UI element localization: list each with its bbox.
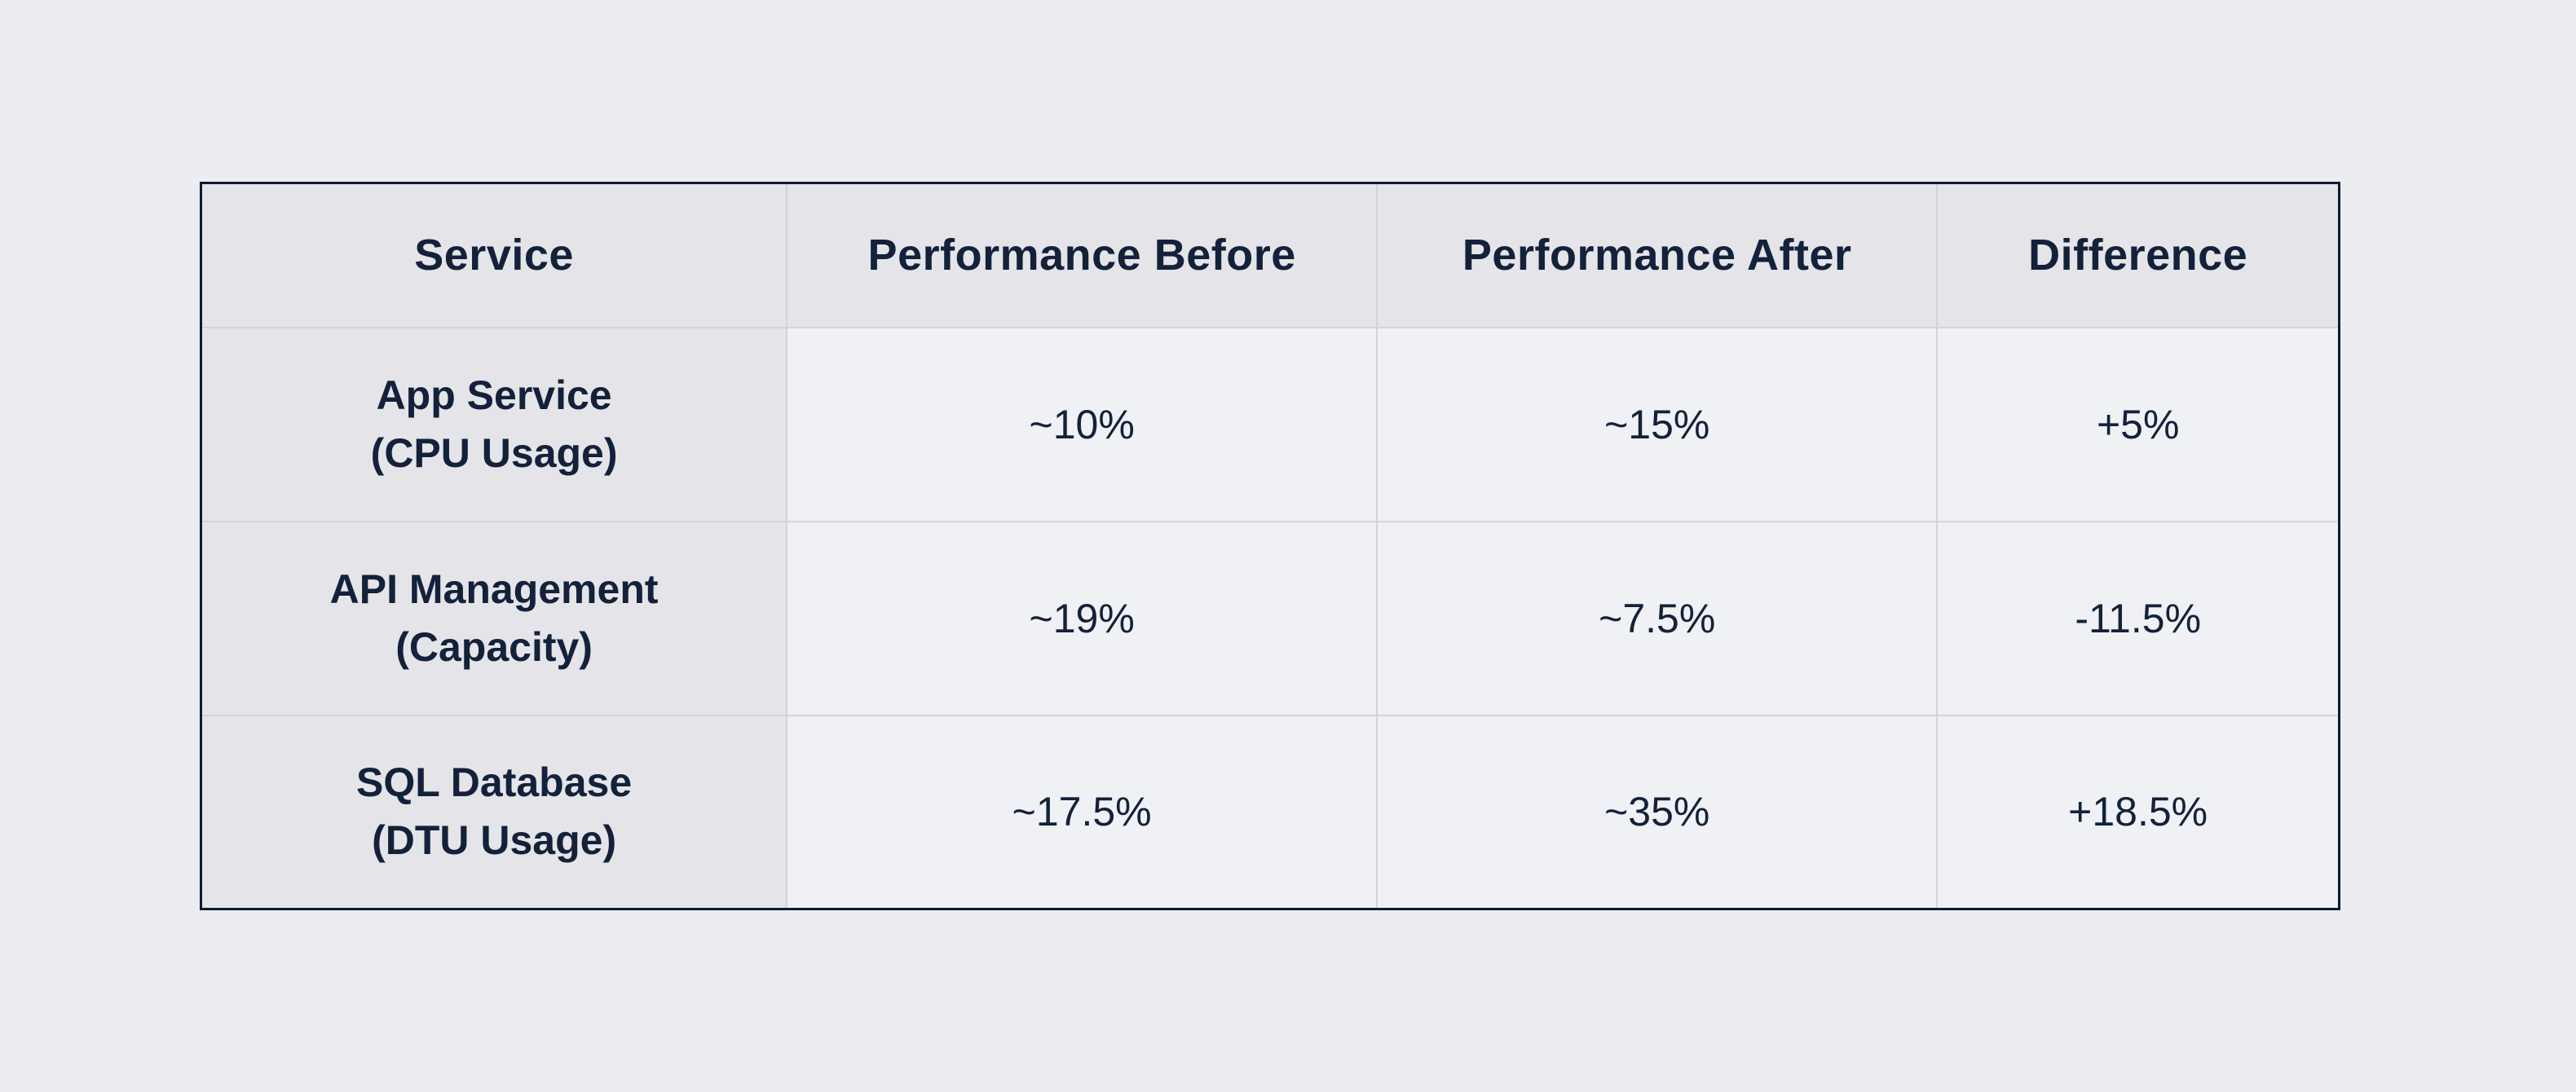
header-cell-difference: Difference (1936, 182, 2340, 328)
service-metric: (DTU Usage) (372, 817, 617, 864)
service-name: API Management (329, 566, 659, 612)
table-row-sql-database: SQL Database (DTU Usage) ~17.5% ~35% +18… (200, 714, 2340, 910)
before-value-cell: ~10% (786, 326, 1378, 522)
service-metric: (Capacity) (395, 623, 593, 670)
header-cell-performance-after: Performance After (1376, 182, 1939, 328)
table-row-app-service: App Service (CPU Usage) ~10% ~15% +5% (200, 326, 2340, 522)
after-value-cell: ~35% (1376, 714, 1939, 910)
header-cell-performance-before: Performance Before (786, 182, 1378, 328)
before-value-cell: ~19% (786, 520, 1378, 716)
after-value-cell: ~7.5% (1376, 520, 1939, 716)
service-cell: API Management (Capacity) (200, 520, 788, 716)
service-metric: (CPU Usage) (370, 429, 618, 476)
difference-value-cell: +18.5% (1936, 714, 2340, 910)
header-cell-service: Service (200, 182, 788, 328)
performance-comparison-table: Service Performance Before Performance A… (200, 182, 2340, 910)
service-cell: SQL Database (DTU Usage) (200, 714, 788, 910)
table-row-api-management: API Management (Capacity) ~19% ~7.5% -11… (200, 520, 2340, 716)
service-name: App Service (376, 372, 612, 418)
service-name: SQL Database (356, 760, 633, 806)
service-cell: App Service (CPU Usage) (200, 326, 788, 522)
after-value-cell: ~15% (1376, 326, 1939, 522)
difference-value-cell: +5% (1936, 326, 2340, 522)
before-value-cell: ~17.5% (786, 714, 1378, 910)
table-header-row: Service Performance Before Performance A… (200, 182, 2340, 328)
difference-value-cell: -11.5% (1936, 520, 2340, 716)
